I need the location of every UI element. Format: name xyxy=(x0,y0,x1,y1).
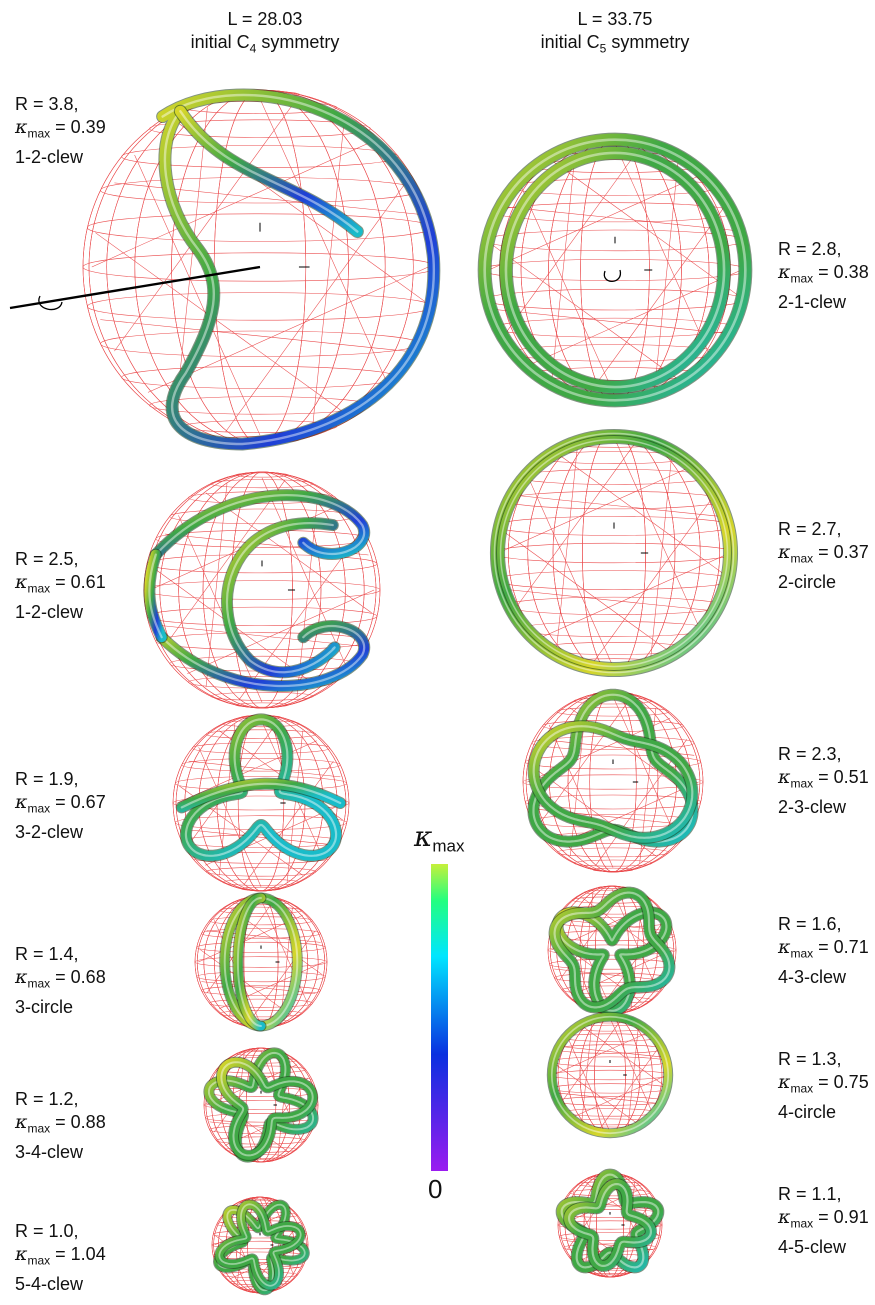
sphere-right-2 xyxy=(479,418,749,688)
sphere-svg xyxy=(477,132,753,408)
right-label-3: R = 2.3, κmax = 0.51 2-3-clew xyxy=(778,744,869,817)
left-column-header: L = 28.03 initial C4 symmetry xyxy=(135,8,395,61)
sphere-right-1 xyxy=(464,119,766,421)
sphere-svg xyxy=(203,1047,319,1163)
left-column-symmetry: initial C4 symmetry xyxy=(190,32,340,56)
tube-curve xyxy=(156,88,441,451)
sphere-svg xyxy=(546,1011,674,1139)
sphere-svg xyxy=(489,428,739,678)
tube-curve xyxy=(477,132,753,408)
sphere-left-4 xyxy=(180,881,342,1043)
sphere-svg xyxy=(522,688,704,873)
sphere-svg xyxy=(194,892,328,1032)
sphere-svg xyxy=(143,471,381,709)
left-label-3: R = 1.9, κmax = 0.67 3-2-clew xyxy=(15,769,106,842)
sphere-left-6 xyxy=(198,1183,322,1305)
right-label-5: R = 1.3, κmax = 0.75 4-circle xyxy=(778,1049,869,1122)
sphere-svg xyxy=(82,88,441,451)
left-label-4: R = 1.4, κmax = 0.68 3-circle xyxy=(15,944,106,1017)
tube-curve xyxy=(548,886,676,1017)
tube-curve xyxy=(143,489,371,692)
sphere-left-2 xyxy=(128,456,396,724)
tube-curve xyxy=(213,1199,310,1296)
rotation-arrow-icon xyxy=(38,295,63,311)
colorbar-title: κmax xyxy=(414,820,465,856)
tube-curve xyxy=(203,1047,319,1163)
sphere-left-3 xyxy=(157,699,365,907)
right-label-1: R = 2.8, κmax = 0.38 2-1-clew xyxy=(778,239,869,312)
right-column-length: L = 33.75 xyxy=(577,9,653,29)
sphere-left-1 xyxy=(66,73,454,461)
right-label-4: R = 1.6, κmax = 0.71 4-3-clew xyxy=(778,914,869,987)
sphere-svg xyxy=(547,885,677,1017)
sphere-right-3 xyxy=(507,676,719,888)
sphere-right-4 xyxy=(532,870,692,1030)
sphere-right-6 xyxy=(542,1157,678,1293)
left-label-6: R = 1.0, κmax = 1.04 5-4-clew xyxy=(15,1221,106,1294)
sphere-right-5 xyxy=(536,1001,684,1149)
left-column-length: L = 28.03 xyxy=(227,9,303,29)
left-label-5: R = 1.2, κmax = 0.88 3-4-clew xyxy=(15,1089,106,1162)
right-label-6: R = 1.1, κmax = 0.91 4-5-clew xyxy=(778,1184,869,1257)
tube-curve xyxy=(175,713,347,862)
tube-curve xyxy=(489,428,739,678)
tube-curve xyxy=(219,892,303,1032)
left-label-1: R = 3.8, κmax = 0.39 1-2-clew xyxy=(15,94,106,167)
rotation-arrow-small-icon xyxy=(603,269,621,283)
right-label-2: R = 2.7, κmax = 0.37 2-circle xyxy=(778,519,869,592)
right-column-header: L = 33.75 initial C5 symmetry xyxy=(485,8,745,61)
sphere-svg xyxy=(555,1168,665,1278)
rotation-axis-line xyxy=(9,265,261,310)
sphere-svg xyxy=(172,713,350,892)
colorbar-min-label: 0 xyxy=(428,1174,443,1204)
sphere-svg xyxy=(211,1196,310,1296)
tube-curve xyxy=(555,1168,665,1274)
left-label-2: R = 2.5, κmax = 0.61 1-2-clew xyxy=(15,549,106,622)
right-column-symmetry: initial C5 symmetry xyxy=(540,32,690,56)
tube-curve xyxy=(527,688,699,848)
sphere-left-5 xyxy=(189,1033,333,1177)
colorbar xyxy=(431,864,448,1171)
tube-curve xyxy=(546,1011,674,1139)
